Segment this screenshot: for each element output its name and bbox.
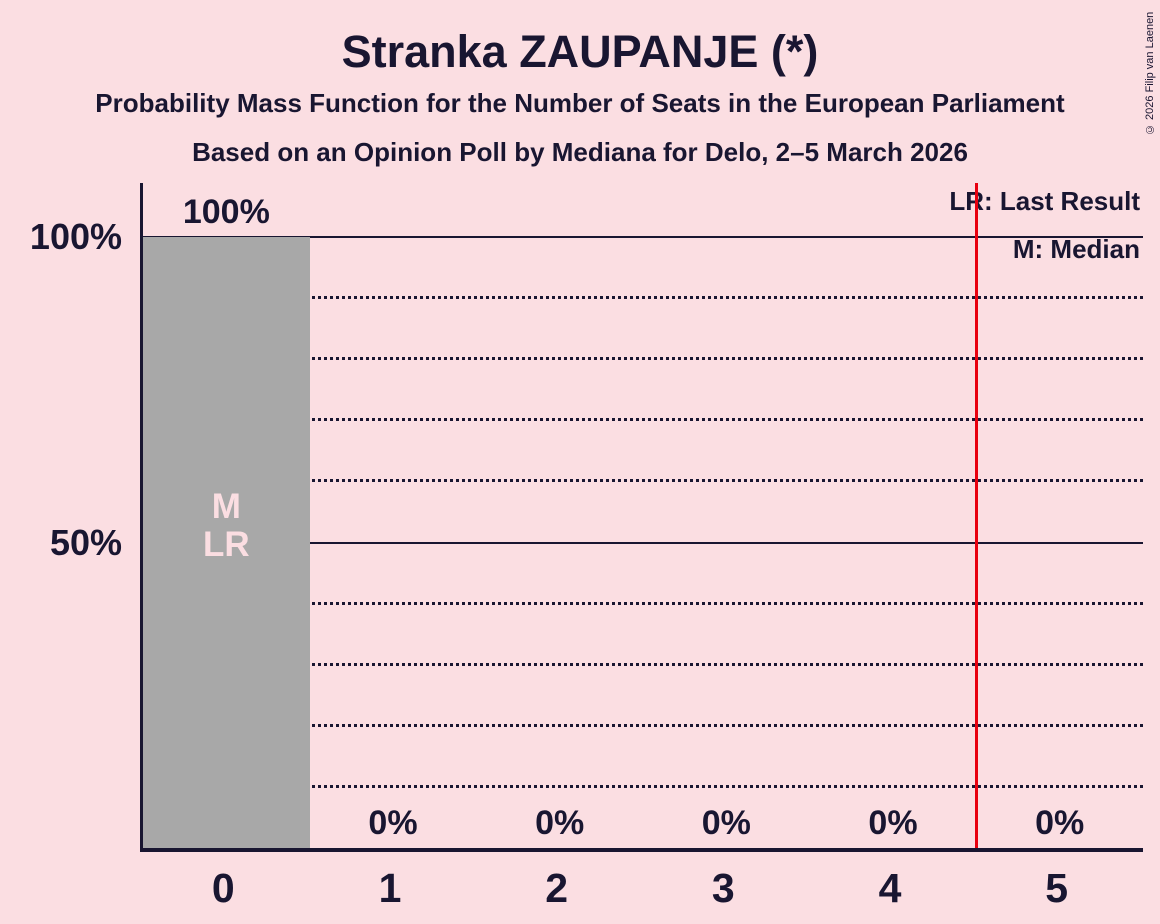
gridline-dotted-30pct [143,662,1143,666]
x-axis-tick-row: 0 1 2 3 4 5 [140,864,1140,912]
gridline-solid-50pct [143,541,1143,544]
gridline-dotted-20pct [143,723,1143,727]
gridline-dotted-70pct [143,418,1143,422]
x-axis-tick-4: 4 [878,865,902,911]
x-axis-tick-2: 2 [545,865,569,911]
x-axis-tick-5: 5 [1045,865,1069,911]
bar-value-label-seat-1: 0% [368,804,418,842]
x-axis-tick-1: 1 [378,865,402,911]
bar-value-label-seat-4: 0% [868,804,918,842]
legend-median: M: Median [1012,234,1140,264]
chart-subtitle-line1: Probability Mass Function for the Number… [95,88,1065,118]
median-label: M [211,486,241,526]
legend-last-result: LR: Last Result [949,186,1140,216]
copyright-notice: © 2026 Filip van Laenen [1144,11,1156,135]
last-result-threshold-line [974,183,978,848]
chart-title: Stranka ZAUPANJE (*) [341,26,819,77]
chart-subtitle-line2: Based on an Opinion Poll by Mediana for … [192,137,968,167]
y-axis-label-100pct: 100% [29,216,122,257]
gridline-dotted-40pct [143,601,1143,605]
gridline-dotted-10pct [143,784,1143,788]
x-axis-tick-0: 0 [211,865,235,911]
bar-seat-0 [143,237,310,848]
bar-value-label-seat-2: 0% [535,804,585,842]
bar-value-label-seat-5: 0% [1035,804,1085,842]
bar-value-label-seat-3: 0% [701,804,751,842]
plot-area: 100% 0% 0% 0% 0% 0% M LR [140,183,1143,852]
median-last-result-labels: M LR [143,486,310,564]
y-axis-label-50pct: 50% [49,521,122,563]
x-axis-tick-3: 3 [711,865,735,911]
gridline-dotted-90pct [143,296,1143,300]
bar-value-label-seat-0: 100% [182,193,270,231]
gridline-dotted-60pct [143,479,1143,483]
last-result-label: LR [203,524,250,564]
gridline-dotted-80pct [143,357,1143,361]
gridline-solid-100pct [143,236,1143,238]
